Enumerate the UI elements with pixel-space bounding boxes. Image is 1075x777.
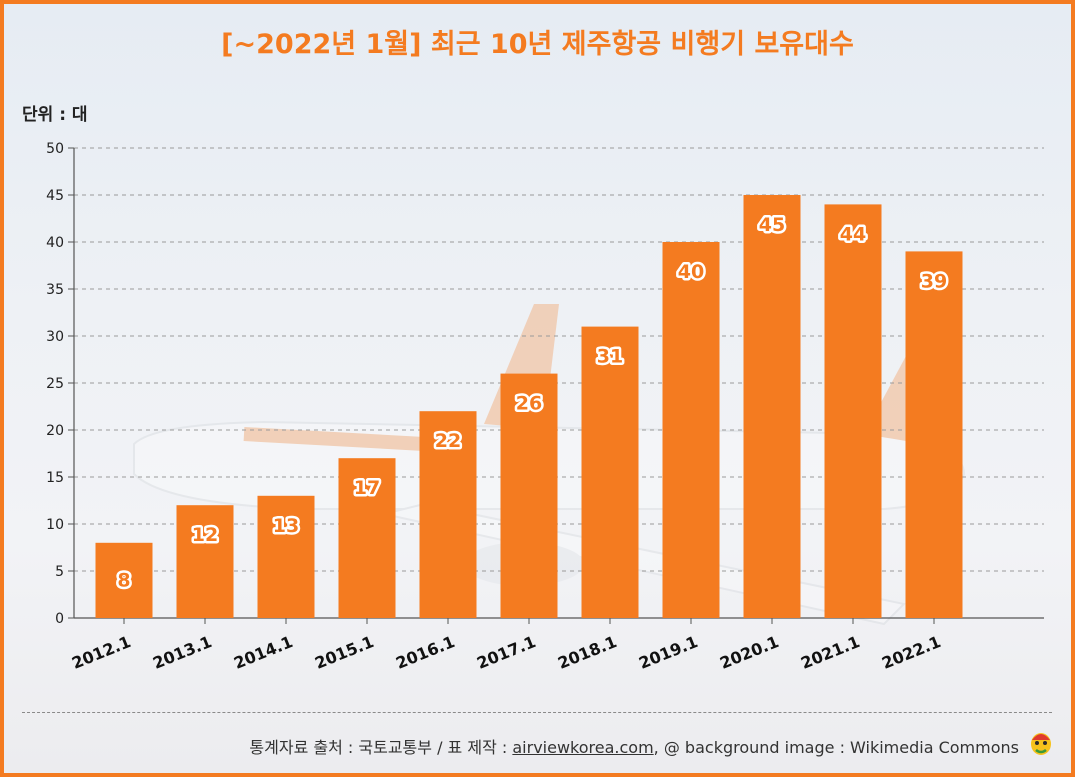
data-label: 39	[921, 270, 947, 292]
bar	[581, 326, 639, 618]
y-tick-label: 0	[55, 611, 64, 627]
x-tick-label: 2014.1	[231, 632, 295, 673]
x-tick-label: 2013.1	[150, 632, 214, 673]
footer-credit: 통계자료 출처 : 국토교통부 / 표 제작 : airviewkorea.co…	[249, 734, 1019, 758]
x-tick-label: 2021.1	[798, 632, 862, 673]
data-label: 26	[516, 393, 542, 415]
x-tick-label: 2012.1	[69, 632, 133, 673]
unit-label: 단위 : 대	[22, 105, 88, 125]
footer-source: 통계자료 출처 : 국토교통부 / 표 제작 :	[249, 738, 513, 757]
bar	[338, 458, 396, 618]
x-tick-label: 2016.1	[393, 632, 457, 673]
data-label: 44	[840, 223, 866, 245]
x-tick-label: 2022.1	[879, 632, 943, 673]
data-label: 31	[597, 346, 623, 368]
bar	[257, 495, 315, 618]
data-label: 13	[273, 515, 299, 537]
y-tick-label: 35	[46, 282, 64, 298]
x-tick-label: 2018.1	[555, 632, 619, 673]
bar	[905, 251, 963, 618]
x-tick-label: 2017.1	[474, 632, 538, 673]
bar	[824, 204, 882, 618]
bar	[95, 542, 153, 618]
data-label: 45	[759, 214, 785, 236]
footer-image-credit: , @ background image : Wikimedia Commons	[653, 738, 1019, 757]
y-tick-label: 10	[46, 517, 64, 533]
data-label: 8	[117, 569, 130, 591]
y-tick-label: 15	[46, 470, 64, 486]
x-tick-label: 2020.1	[717, 632, 781, 673]
y-tick-label: 20	[46, 423, 64, 439]
x-tick-label: 2019.1	[636, 632, 700, 673]
bar-chart: 0 5 10 15 20 25 30 35 40 45 50 2012.1 8 2013.1 12 2014.…	[46, 141, 1044, 673]
y-tick-label: 45	[46, 188, 64, 204]
bar	[743, 195, 801, 618]
x-tick-label: 2015.1	[312, 632, 376, 673]
y-tick-label: 25	[46, 376, 64, 392]
bar	[419, 411, 477, 618]
y-tick-label: 50	[46, 141, 64, 157]
mascot-logo-icon	[1031, 733, 1051, 755]
y-tick-label: 40	[46, 235, 64, 251]
data-label: 22	[435, 430, 461, 452]
data-label: 12	[192, 524, 218, 546]
y-tick-label: 30	[46, 329, 64, 345]
bar	[176, 505, 234, 618]
footer-divider	[22, 712, 1052, 713]
bar	[500, 373, 558, 618]
footer-link[interactable]: airviewkorea.com	[512, 738, 654, 757]
data-label: 17	[354, 477, 380, 499]
bar	[662, 242, 720, 618]
data-label: 40	[678, 261, 704, 283]
y-tick-label: 5	[55, 564, 64, 580]
chart-title: [~2022년 1월] 최근 10년 제주항공 비행기 보유대수	[221, 29, 854, 60]
